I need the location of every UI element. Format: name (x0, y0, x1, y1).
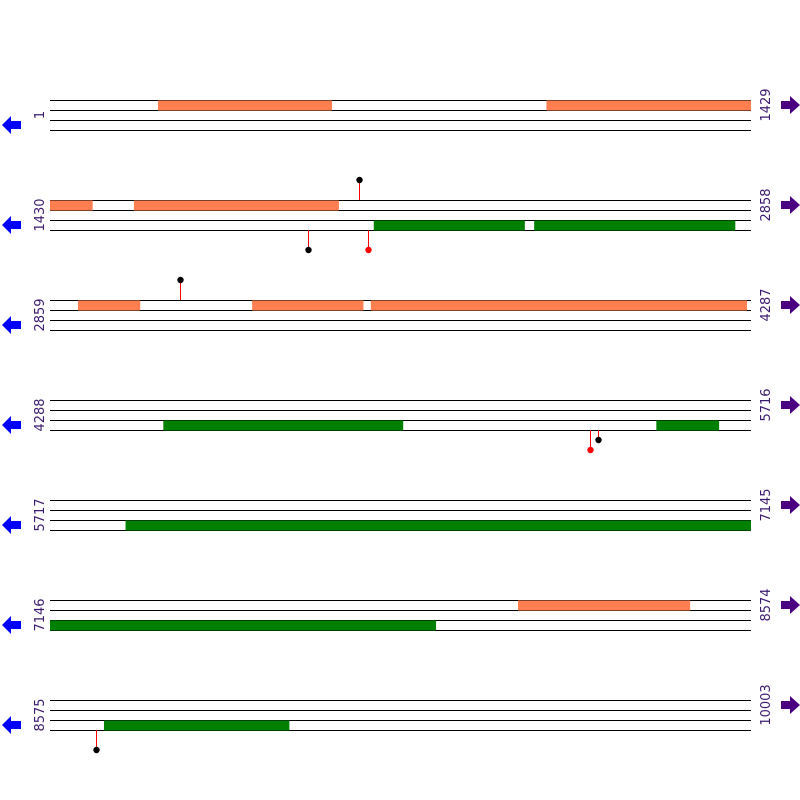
orf-reverse-bar[interactable] (373, 220, 525, 231)
arrow-right-icon[interactable] (781, 296, 800, 314)
orf-reverse-bar[interactable] (103, 720, 290, 731)
row-start-label: 4288 (33, 398, 48, 431)
row-start-label: 5717 (33, 498, 48, 531)
marker-dot[interactable] (177, 276, 184, 284)
arrow-left-icon[interactable] (2, 316, 21, 334)
arrow-left-icon[interactable] (2, 116, 21, 134)
row-end-label: 10003 (759, 684, 774, 725)
row-end-label: 7145 (759, 488, 774, 521)
arrow-right-icon[interactable] (781, 496, 800, 514)
marker-dot[interactable] (356, 176, 363, 184)
orf-forward-bar[interactable] (252, 300, 364, 311)
marker-dot[interactable] (93, 746, 100, 754)
row-start-label: 1 (33, 111, 48, 119)
row-end-label: 2858 (759, 188, 774, 221)
orf-forward-bar[interactable] (546, 100, 751, 111)
row-end-label: 4287 (759, 288, 774, 321)
row-end-label: 8574 (759, 588, 774, 621)
arrow-right-icon[interactable] (781, 396, 800, 414)
arrow-right-icon[interactable] (781, 596, 800, 614)
arrow-right-icon[interactable] (781, 196, 800, 214)
row-start-label: 8575 (33, 698, 48, 731)
orf-reverse-bar[interactable] (656, 420, 720, 431)
arrow-left-icon[interactable] (2, 716, 21, 734)
arrow-right-icon[interactable] (781, 696, 800, 714)
orf-forward-bar[interactable] (157, 100, 333, 111)
arrow-left-icon[interactable] (2, 216, 21, 234)
arrow-right-icon[interactable] (781, 96, 800, 114)
arrow-left-icon[interactable] (2, 516, 21, 534)
orf-reverse-bar[interactable] (125, 520, 751, 531)
orf-forward-bar[interactable] (133, 200, 339, 211)
row-start-label: 1430 (33, 198, 48, 231)
orf-reverse-bar[interactable] (534, 220, 736, 231)
row-start-label: 2859 (33, 298, 48, 331)
marker-dot[interactable] (595, 436, 602, 444)
orf-forward-bar[interactable] (77, 300, 141, 311)
orf-forward-bar[interactable] (50, 200, 93, 211)
orf-reverse-bar[interactable] (50, 620, 437, 631)
row-end-label: 5716 (759, 388, 774, 421)
marker-dot[interactable] (305, 246, 312, 254)
row-end-label: 1429 (759, 88, 774, 121)
row-start-label: 7146 (33, 598, 48, 631)
orf-forward-bar[interactable] (517, 600, 691, 611)
arrow-left-icon[interactable] (2, 416, 21, 434)
orf-forward-bar[interactable] (370, 300, 748, 311)
orf-reverse-bar[interactable] (163, 420, 404, 431)
marker-dot[interactable] (587, 446, 594, 454)
arrow-left-icon[interactable] (2, 616, 21, 634)
marker-dot[interactable] (365, 246, 372, 254)
